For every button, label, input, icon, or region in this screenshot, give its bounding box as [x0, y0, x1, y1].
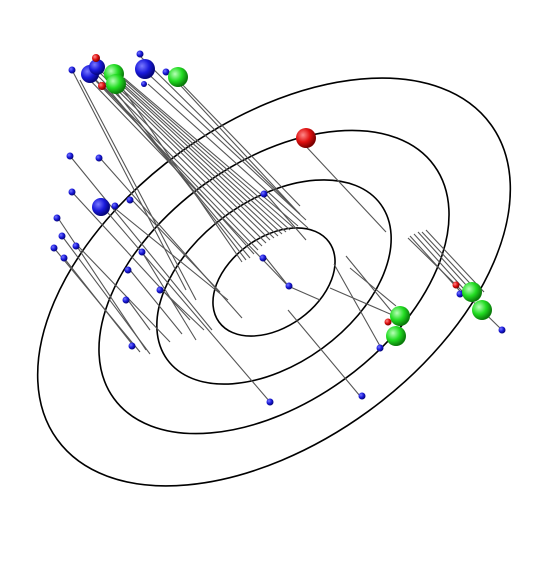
stem-line [299, 139, 387, 233]
stem-line [127, 299, 151, 331]
stem-line [161, 289, 205, 331]
stem-line [85, 75, 291, 289]
stem-line [111, 73, 287, 233]
blue-sphere [138, 248, 146, 256]
blue-sphere [92, 198, 110, 216]
blue-sphere [136, 50, 144, 58]
blue-sphere [126, 196, 134, 204]
stem-line [77, 245, 171, 343]
stem-line [71, 69, 187, 291]
stem-line [139, 55, 301, 215]
stem-line [167, 71, 297, 211]
blue-sphere [58, 232, 66, 240]
stem-line [117, 81, 243, 263]
stem-line [107, 71, 283, 235]
blue-sphere [89, 59, 105, 75]
spheres [50, 50, 506, 406]
ring-third [98, 129, 450, 435]
blue-sphere [266, 398, 274, 406]
red-sphere [98, 82, 106, 90]
stem-line [99, 69, 275, 239]
stem-line [287, 309, 361, 397]
blue-sphere [53, 214, 61, 222]
stem-line [79, 79, 197, 301]
stem-line [99, 157, 243, 319]
blue-sphere [122, 296, 130, 304]
stem-line [69, 155, 213, 331]
red-sphere [296, 128, 316, 148]
green-sphere [462, 282, 482, 302]
stem-line [265, 193, 307, 241]
stem-line [143, 69, 307, 221]
stem-line [95, 68, 271, 241]
stem-line [129, 269, 183, 335]
stem-line [63, 257, 133, 345]
stem-line [349, 267, 397, 307]
green-sphere [386, 326, 406, 346]
blue-sphere [156, 286, 164, 294]
stem-line [147, 83, 309, 229]
blue-sphere [68, 188, 76, 196]
blue-sphere [259, 254, 267, 262]
stem-line [413, 233, 473, 299]
stem-line [94, 79, 259, 251]
stem-line [101, 205, 271, 403]
stem-line [287, 285, 321, 301]
red-sphere [452, 281, 460, 289]
stem-line [131, 199, 221, 293]
blue-sphere [68, 66, 76, 74]
blue-sphere [135, 59, 155, 79]
blue-sphere [141, 81, 147, 87]
stem-line [115, 74, 291, 231]
blue-sphere [124, 266, 132, 274]
ring-inner [212, 227, 336, 337]
blue-sphere [50, 244, 58, 252]
stem-line [111, 205, 229, 301]
stem-line [333, 263, 381, 347]
blue-sphere [285, 282, 293, 290]
stem-line [425, 229, 485, 293]
stem-line [91, 69, 267, 244]
green-sphere [472, 300, 492, 320]
ring-second [156, 179, 392, 385]
stem-line [61, 235, 151, 355]
blue-sphere [162, 68, 170, 76]
red-sphere [384, 318, 392, 326]
blue-sphere [128, 342, 136, 350]
blue-sphere [111, 202, 119, 210]
blue-sphere [260, 190, 268, 198]
blue-sphere [72, 242, 80, 250]
blue-sphere [95, 154, 103, 162]
stem-line [175, 77, 301, 207]
blue-sphere [358, 392, 366, 400]
red-sphere [92, 54, 100, 62]
green-sphere [106, 74, 126, 94]
blue-sphere [456, 290, 464, 298]
stems [53, 55, 503, 403]
blue-sphere [376, 344, 384, 352]
blue-sphere [60, 254, 68, 262]
stem-line [57, 217, 147, 351]
stem-line [119, 75, 295, 229]
blue-sphere [498, 326, 506, 334]
green-sphere [168, 67, 188, 87]
stem-line [103, 71, 279, 237]
blue-sphere [66, 152, 74, 160]
stem-line [123, 77, 299, 227]
stem-line [265, 257, 291, 289]
green-sphere [390, 306, 410, 326]
